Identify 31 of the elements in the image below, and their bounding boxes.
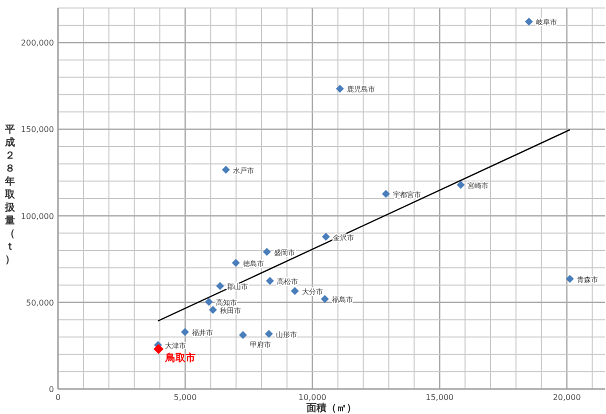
y-tick-label: 100,000: [20, 212, 54, 221]
y-tick-label: 200,000: [20, 38, 54, 48]
point: [238, 330, 247, 339]
point: [456, 180, 465, 189]
point: [566, 274, 574, 283]
x-tick-label: 15,000: [426, 393, 454, 402]
point: [336, 84, 344, 93]
point: [208, 306, 217, 314]
text: 平成２８年取扱量（ｔ）: [5, 124, 15, 266]
x-tick-label: 5,000: [174, 393, 197, 402]
point: [524, 18, 533, 26]
point: [204, 298, 213, 306]
y-tick-label: 150,000: [20, 125, 54, 134]
point: [216, 282, 224, 290]
point: [382, 190, 390, 198]
point: [180, 328, 189, 336]
point: [322, 232, 330, 241]
y-tick-label: 50,000: [26, 298, 54, 308]
x-tick-label: 20,000: [552, 393, 581, 402]
point: [320, 294, 329, 303]
point: [222, 166, 230, 174]
point: [266, 276, 274, 285]
x-tick-label: 0: [55, 393, 61, 402]
x-tick-label: 10,000: [298, 393, 326, 402]
point: [264, 330, 273, 338]
point: [290, 286, 299, 295]
series-label: 鳥取市: [164, 352, 196, 364]
point: [262, 248, 271, 256]
point: [232, 258, 240, 267]
x-axis-title: 面積（㎡）: [306, 402, 356, 414]
y-tick-label: 0: [48, 385, 54, 394]
